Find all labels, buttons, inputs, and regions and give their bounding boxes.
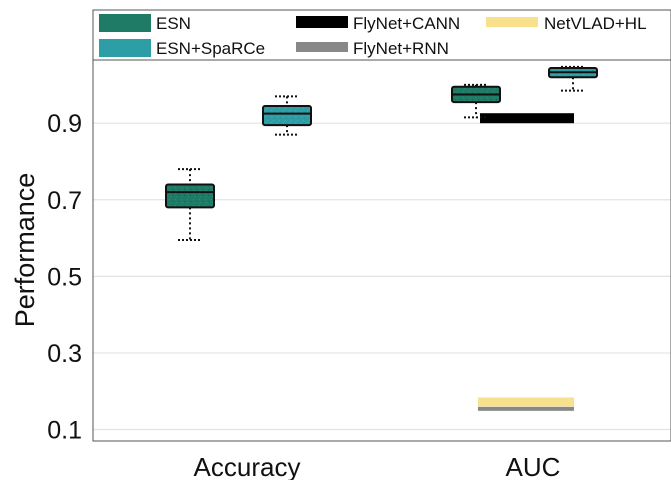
reference-lines [478, 113, 574, 411]
legend-swatch [296, 42, 348, 52]
legend: ESN ESN+SpaRCe FlyNet+CANN FlyNet+RNN Ne… [92, 9, 671, 61]
legend-frame [92, 9, 671, 61]
legend-label: FlyNet+CANN [353, 14, 460, 33]
box-esn-sparce-auc [548, 65, 598, 92]
legend-item-esn: ESN [99, 14, 191, 33]
plot-frame [92, 59, 671, 442]
y-axis: 0.1 0.3 0.5 0.7 0.9 [47, 110, 82, 444]
legend-label: ESN [156, 14, 191, 33]
reference-line-netvlad-hl [478, 397, 574, 407]
legend-swatch [99, 14, 151, 32]
box-iqr [165, 183, 215, 209]
x-tick-label: Accuracy [194, 452, 301, 480]
box-iqr [262, 104, 312, 127]
legend-swatch [486, 17, 538, 27]
legend-swatch [99, 39, 151, 57]
legend-item-flynet-cann: FlyNet+CANN [296, 14, 460, 33]
x-axis: Accuracy AUC [194, 452, 561, 480]
box-esn-accuracy [165, 168, 215, 241]
legend-item-esn-sparce: ESN+SpaRCe [99, 39, 265, 58]
y-tick-label: 0.9 [47, 110, 82, 138]
legend-label: NetVLAD+HL [544, 14, 647, 33]
box-esn-auc [451, 83, 501, 119]
y-tick-label: 0.1 [47, 417, 82, 445]
reference-line-flynet-cann [480, 113, 574, 124]
y-tick-label: 0.5 [47, 263, 82, 291]
legend-swatch [296, 16, 348, 28]
boxes-layer [165, 65, 598, 241]
box-esn-sparce-accuracy [262, 95, 312, 136]
y-tick-label: 0.7 [47, 187, 82, 215]
y-axis-label: Performance [10, 173, 40, 328]
legend-item-flynet-rnn: FlyNet+RNN [296, 39, 449, 58]
legend-label: ESN+SpaRCe [156, 39, 265, 58]
x-tick-label: AUC [506, 452, 561, 480]
reference-line-flynet-rnn [478, 406, 574, 411]
y-tick-label: 0.3 [47, 340, 82, 368]
legend-label: FlyNet+RNN [353, 39, 449, 58]
legend-item-netvlad-hl: NetVLAD+HL [486, 14, 647, 33]
